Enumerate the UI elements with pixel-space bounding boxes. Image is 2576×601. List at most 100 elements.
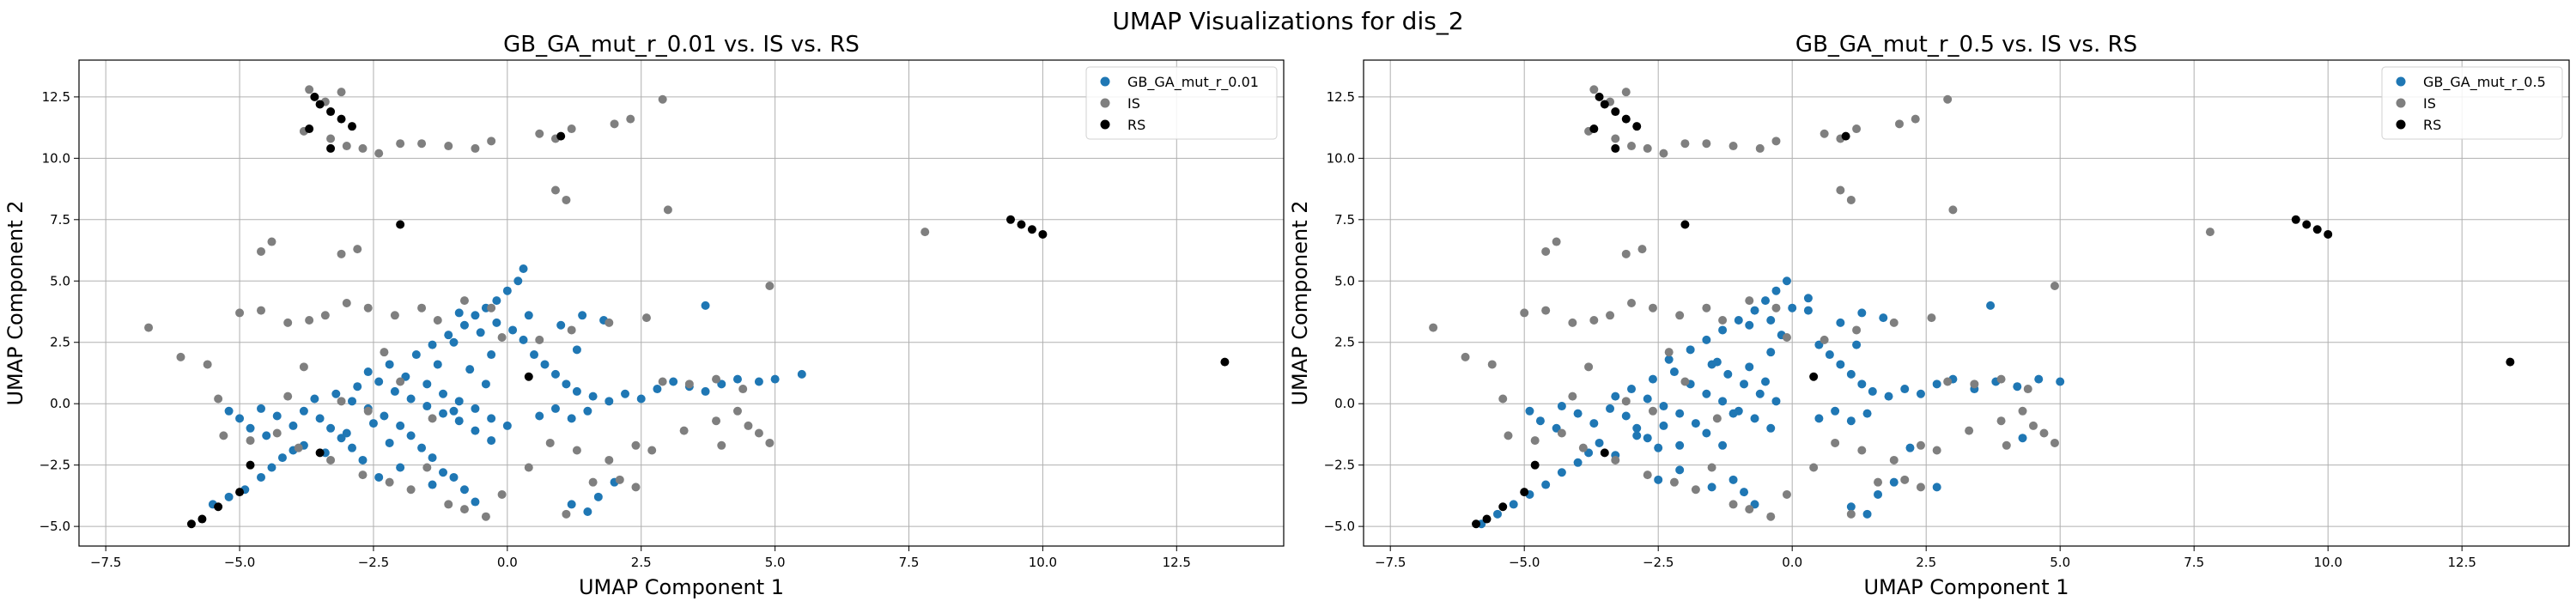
- y-tick-label: −5.0: [39, 519, 70, 534]
- data-point: [1621, 114, 1631, 124]
- data-point: [605, 397, 614, 406]
- data-point: [176, 352, 185, 361]
- data-point: [636, 394, 646, 404]
- data-point: [487, 414, 496, 423]
- data-point: [1862, 409, 1872, 418]
- data-point: [754, 428, 763, 438]
- data-point: [1761, 296, 1770, 306]
- data-point: [765, 438, 775, 447]
- data-point: [1889, 455, 1899, 464]
- data-point: [342, 428, 351, 438]
- data-point: [342, 142, 351, 151]
- data-point: [471, 497, 480, 507]
- data-point: [439, 409, 448, 418]
- legend-marker: [1100, 98, 1110, 108]
- data-point: [396, 421, 405, 430]
- chart-title: GB_GA_mut_r_0.01 vs. IS vs. RS: [503, 32, 860, 58]
- data-point: [1745, 362, 1754, 372]
- data-point: [1568, 392, 1577, 401]
- data-point: [1836, 185, 1845, 195]
- data-point: [1836, 318, 1845, 327]
- data-point: [1669, 477, 1679, 487]
- data-point: [1611, 392, 1620, 401]
- data-point: [556, 320, 566, 330]
- series-IS: [1429, 85, 2215, 521]
- data-point: [326, 423, 336, 433]
- data-point: [797, 369, 806, 379]
- data-point: [186, 519, 196, 529]
- data-point: [459, 505, 469, 514]
- data-point: [1771, 137, 1781, 146]
- x-tick-label: 10.0: [2313, 555, 2342, 570]
- data-point: [535, 411, 544, 421]
- data-point: [605, 455, 614, 464]
- data-point: [1820, 129, 1829, 138]
- data-point: [305, 124, 314, 134]
- legend-box: [2381, 66, 2563, 140]
- data-point: [428, 453, 437, 463]
- data-point: [224, 492, 234, 501]
- data-point: [1857, 379, 1867, 389]
- data-point: [411, 350, 421, 360]
- data-point: [1611, 134, 1620, 143]
- data-point: [1728, 475, 1738, 484]
- data-point: [530, 350, 539, 360]
- data-point: [1857, 308, 1867, 318]
- data-point: [1771, 286, 1781, 295]
- data-point: [1691, 485, 1700, 495]
- data-point: [310, 92, 319, 101]
- data-point: [1637, 245, 1647, 254]
- data-point: [519, 264, 528, 273]
- data-point: [374, 377, 384, 386]
- data-point: [374, 149, 384, 158]
- data-point: [513, 276, 523, 286]
- data-point: [422, 463, 432, 472]
- data-point: [2302, 220, 2312, 229]
- data-point: [315, 414, 325, 423]
- data-point: [1525, 406, 1534, 416]
- data-point: [1932, 379, 1941, 389]
- data-point: [1611, 143, 1620, 153]
- data-point: [385, 477, 394, 487]
- data-point: [578, 311, 587, 320]
- data-point: [1771, 397, 1781, 406]
- data-point: [417, 443, 427, 452]
- data-point: [235, 414, 245, 423]
- data-point: [363, 303, 373, 313]
- data-point: [641, 313, 651, 323]
- chart-title: GB_GA_mut_r_0.5 vs. IS vs. RS: [1795, 32, 2137, 58]
- data-point: [1595, 92, 1604, 101]
- data-point: [732, 406, 742, 416]
- data-point: [1675, 409, 1685, 418]
- data-point: [1530, 436, 1540, 446]
- data-point: [1728, 500, 1738, 509]
- data-point: [337, 88, 346, 97]
- data-point: [1857, 446, 1867, 455]
- x-tick-label: 10.0: [1029, 555, 1057, 570]
- data-point: [1761, 377, 1770, 386]
- data-point: [1627, 299, 1636, 307]
- data-point: [1595, 438, 1604, 447]
- data-point: [1852, 325, 1862, 335]
- data-point: [562, 509, 571, 519]
- data-point: [380, 348, 389, 357]
- data-point: [1472, 519, 1481, 529]
- data-point: [1520, 488, 1529, 497]
- data-point: [1675, 465, 1685, 475]
- data-point: [144, 323, 154, 332]
- data-point: [1874, 489, 1883, 499]
- data-point: [583, 507, 592, 516]
- data-point: [2324, 229, 2333, 239]
- data-point: [1461, 352, 1470, 361]
- data-point: [433, 316, 442, 325]
- data-point: [422, 379, 432, 389]
- data-point: [1889, 477, 1899, 487]
- x-tick-label: 2.5: [1916, 555, 1936, 570]
- data-point: [272, 411, 282, 421]
- data-point: [2312, 225, 2322, 234]
- data-point: [1573, 409, 1583, 418]
- data-point: [1782, 276, 1791, 286]
- data-point: [1535, 416, 1545, 426]
- data-point: [1841, 131, 1850, 141]
- data-point: [305, 85, 314, 94]
